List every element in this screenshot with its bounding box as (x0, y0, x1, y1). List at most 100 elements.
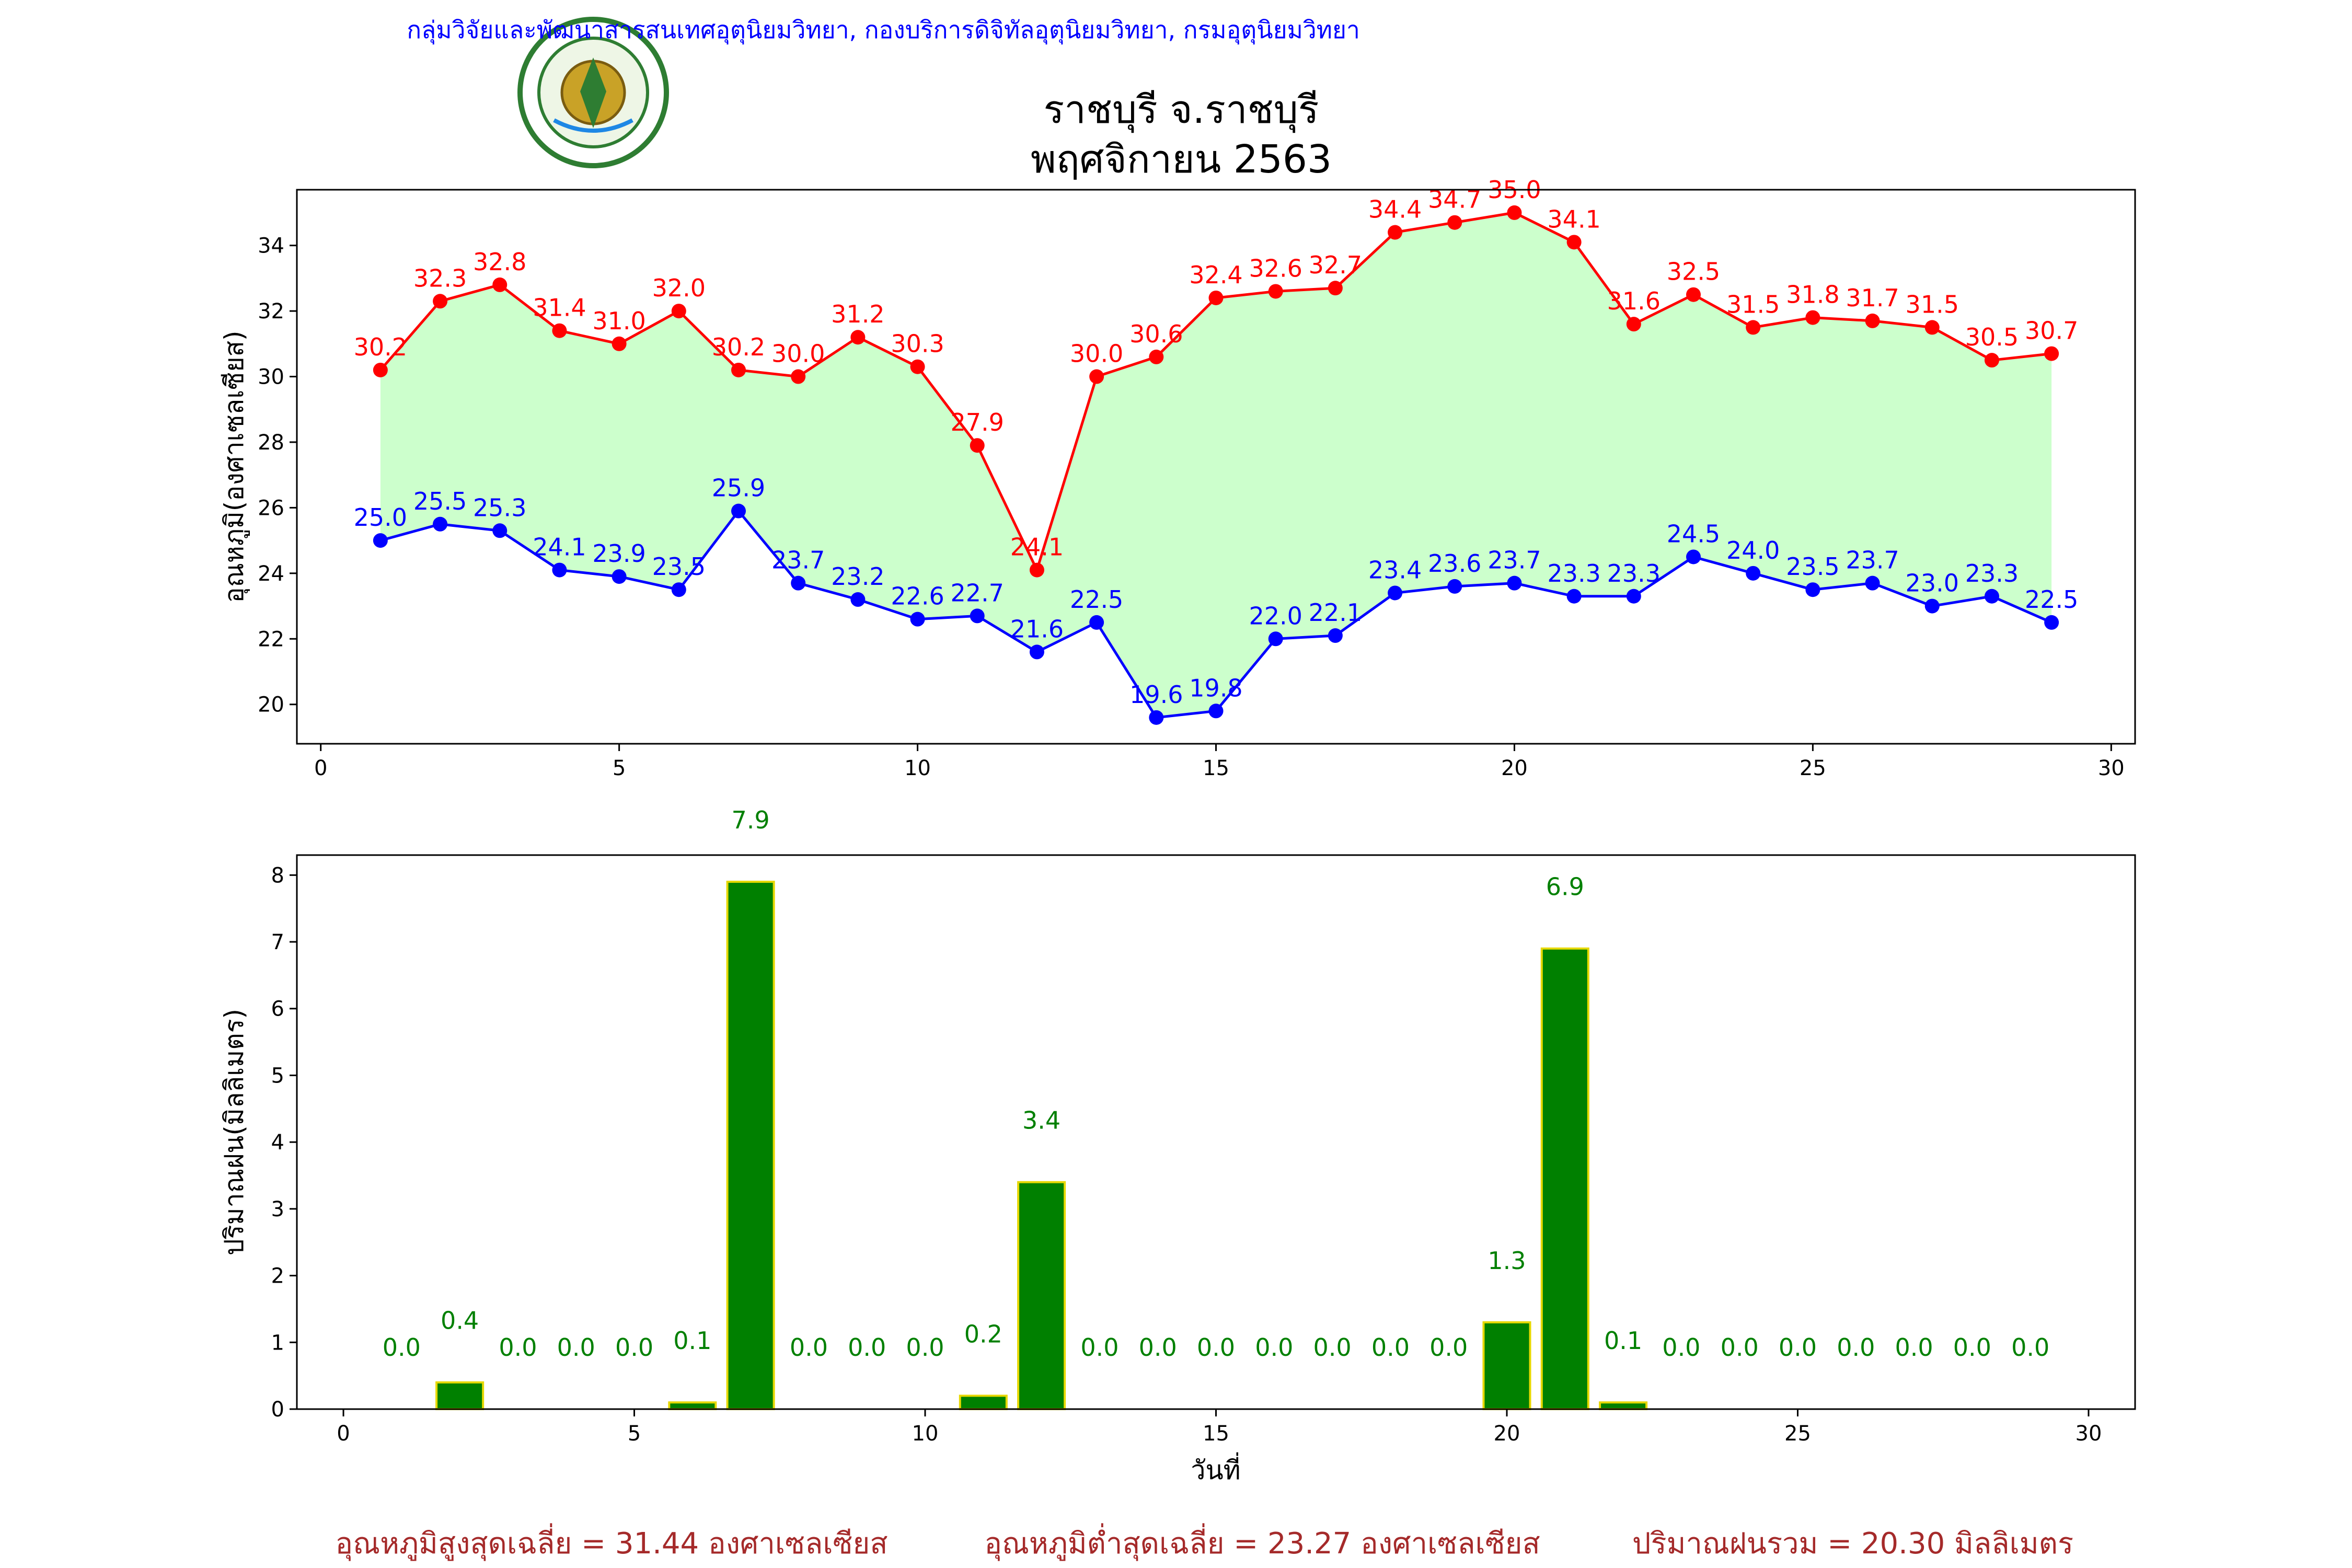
min-temperature-point (1388, 585, 1403, 601)
min-temperature-point (1208, 704, 1224, 719)
max-temperature-label: 30.2 (712, 333, 765, 361)
rainfall-bar-label: 0.0 (1313, 1333, 1352, 1362)
min-temperature-label: 22.0 (1249, 602, 1302, 630)
max-temperature-point (1507, 205, 1522, 220)
max-temperature-point (433, 294, 448, 309)
max-temperature-point (2044, 346, 2059, 361)
max-temperature-label: 31.0 (592, 307, 645, 335)
min-temperature-label: 19.8 (1189, 674, 1242, 702)
min-temperature-point (1984, 589, 1999, 604)
min-temperature-label: 23.7 (1488, 546, 1541, 574)
max-temperature-label: 30.0 (771, 340, 825, 368)
temperature-y-tick-label: 30 (258, 365, 284, 389)
max-temperature-point (1268, 284, 1283, 299)
max-temperature-point (612, 336, 627, 351)
max-temperature-label: 30.5 (1965, 323, 2019, 351)
rainfall-bar-label: 0.0 (848, 1333, 886, 1362)
rainfall-x-axis-label: วันที่ (1191, 1452, 1240, 1485)
max-temperature-point (1805, 310, 1820, 325)
rainfall-bar-label: 1.3 (1488, 1247, 1526, 1275)
max-temperature-label: 32.3 (413, 264, 467, 292)
rainfall-bar-label: 0.0 (1662, 1333, 1700, 1362)
min-temperature-label: 25.9 (712, 474, 765, 502)
rainfall-bar-label: 0.0 (499, 1333, 537, 1362)
min-temperature-label: 23.3 (1607, 559, 1661, 587)
temperature-chart: 30.232.332.831.4 31.032.030.2 30.031.230.3… (219, 176, 2136, 780)
min-temperature-label: 23.2 (831, 562, 884, 591)
temperature-x-tick-label: 5 (613, 756, 626, 780)
rainfall-bar-label: 0.0 (1139, 1333, 1177, 1362)
min-temperature-point (1268, 631, 1283, 647)
min-temperature-label: 23.9 (592, 539, 645, 568)
max-temperature-label: 24.1 (1010, 533, 1064, 561)
min-temperature-label: 23.7 (771, 546, 825, 574)
rainfall-bar (435, 1381, 485, 1411)
temperature-y-tick-label: 24 (258, 562, 284, 586)
rainfall-y-tick-label: 2 (271, 1264, 284, 1288)
min-temperature-point (1149, 710, 1164, 725)
max-temperature-label: 30.3 (891, 330, 944, 358)
min-temperature-label: 23.5 (652, 552, 706, 581)
min-temperature-label: 22.1 (1309, 598, 1362, 627)
max-temperature-point (910, 359, 925, 374)
rainfall-y-tick-label: 6 (271, 997, 284, 1021)
summary-average-max: อุณหภูมิสูงสุดเฉลี่ย = 31.44 องศาเซลเซีย… (335, 1523, 887, 1561)
max-temperature-point (850, 330, 866, 345)
rainfall-y-tick-label: 0 (271, 1398, 284, 1422)
rainfall-bar-label: 0.0 (1080, 1333, 1119, 1362)
temperature-x-tick-label: 10 (904, 756, 931, 780)
max-temperature-label: 31.5 (1906, 290, 1959, 318)
max-temperature-point (1686, 287, 1701, 302)
rainfall-bar-label: 0.0 (1197, 1333, 1235, 1362)
temperature-y-tick-label: 22 (258, 627, 284, 651)
min-temperature-point (552, 562, 567, 578)
temperature-x-tick-label: 30 (2098, 756, 2125, 780)
max-temperature-label: 30.7 (2025, 317, 2078, 345)
rainfall-bar-label: 3.4 (1022, 1106, 1060, 1135)
organization-line: กลุ่มวิจัยและพัฒนาสารสนเทศอุตุนิยมวิทยา,… (407, 16, 1360, 45)
temperature-x-tick-label: 25 (1800, 756, 1826, 780)
min-temperature-label: 23.5 (1786, 552, 1839, 581)
temperature-y-tick-label: 34 (258, 234, 284, 258)
temperature-y-tick-label: 26 (258, 496, 284, 520)
max-temperature-point (373, 362, 388, 377)
min-temperature-label: 23.6 (1428, 549, 1481, 578)
max-temperature-point (1626, 317, 1641, 332)
min-temperature-label: 21.6 (1010, 615, 1064, 643)
min-temperature-point (1626, 589, 1641, 604)
min-temperature-point (671, 582, 686, 597)
rainfall-x-tick-label: 20 (1494, 1422, 1520, 1446)
rainfall-x-tick-label: 10 (912, 1422, 939, 1446)
min-temperature-point (731, 503, 746, 518)
temperature-x-tick-label: 15 (1203, 756, 1229, 780)
max-temperature-point (492, 277, 508, 292)
rainfall-x-tick-label: 25 (1784, 1422, 1811, 1446)
min-temperature-point (850, 592, 866, 607)
max-temperature-point (1447, 215, 1462, 230)
max-temperature-point (1746, 320, 1761, 335)
max-temperature-point (970, 438, 985, 453)
temperature-x-tick-label: 20 (1501, 756, 1528, 780)
rainfall-bar (1540, 947, 1589, 1410)
rainfall-x-tick-label: 30 (2076, 1422, 2102, 1446)
min-temperature-point (910, 612, 925, 627)
min-temperature-point (1924, 598, 1940, 614)
min-temperature-point (1805, 582, 1820, 597)
max-temperature-point (731, 362, 746, 377)
rainfall-bar-label: 0.0 (906, 1333, 944, 1362)
max-temperature-point (791, 369, 806, 384)
max-temperature-label: 32.6 (1249, 254, 1302, 282)
rainfall-plot-frame (296, 854, 2136, 1410)
max-temperature-point (1328, 281, 1343, 296)
max-temperature-label: 30.6 (1129, 320, 1183, 348)
min-temperature-point (2044, 615, 2059, 630)
max-temperature-point (1566, 235, 1582, 250)
temperature-x-tick-label: 0 (314, 756, 327, 780)
max-temperature-label: 31.4 (533, 294, 586, 322)
min-temperature-label: 24.0 (1726, 536, 1780, 564)
min-temperature-label: 24.1 (533, 533, 586, 561)
min-temperature-label: 22.5 (1070, 585, 1123, 614)
max-temperature-label: 31.8 (1786, 281, 1839, 309)
rainfall-bar (1017, 1181, 1066, 1411)
rainfall-bar-label: 0.2 (964, 1320, 1002, 1348)
